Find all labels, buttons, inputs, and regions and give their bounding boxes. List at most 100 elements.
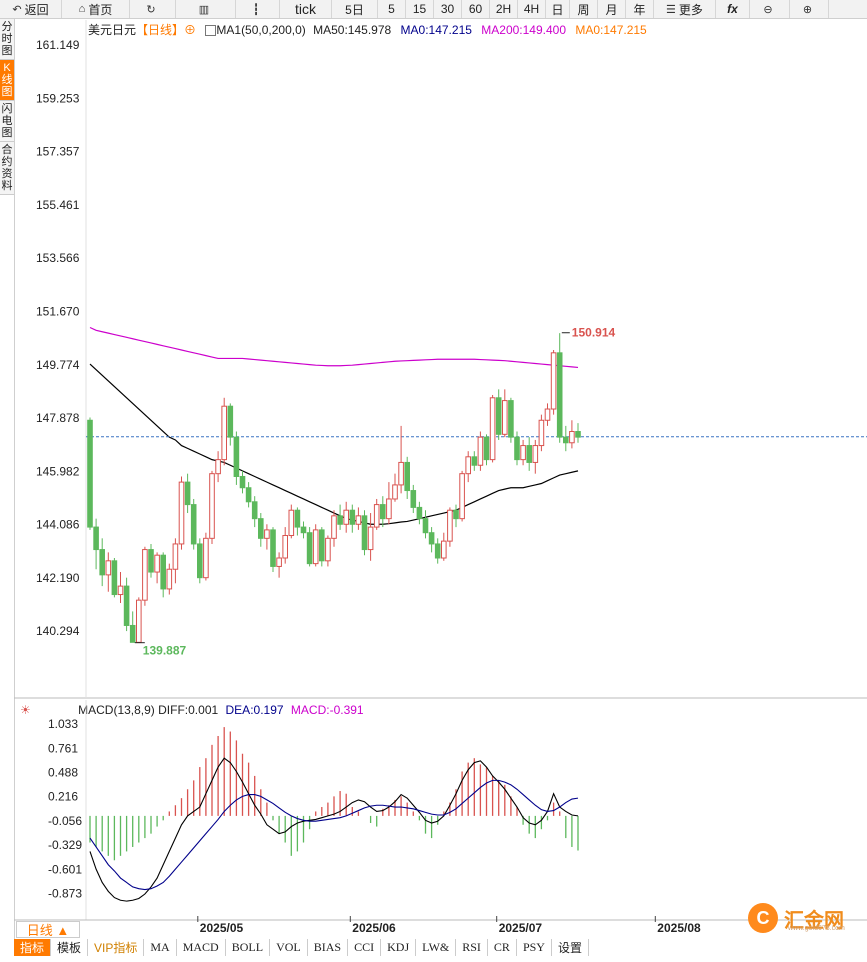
price-tick-label: 149.774 [36,358,80,372]
candle-body [245,487,252,503]
indicator-tab-9[interactable]: KDJ [381,939,417,956]
bar-chart-icon: ▥ [198,3,210,16]
toolbar-button-17[interactable]: ☰ 更多 [654,0,716,18]
toolbar-button-20[interactable]: ⊕ [790,0,829,18]
macd-tick-label: -0.056 [48,814,82,828]
indicator-name: MA1(50,0,200,0) [216,23,306,37]
toolbar-button-15[interactable]: 月 [598,0,626,18]
side-tab-2[interactable]: 闪电图 [0,101,14,142]
candle-body [282,535,288,559]
toolbar-label: 更多 [678,2,703,17]
macd-macd: MACD:-0.391 [290,703,364,717]
toolbar-label: 返回 [24,2,49,17]
toolbar-button-4[interactable]: ┇ [236,0,280,18]
toolbar-label: 月 [605,2,618,17]
indicator-tab-6[interactable]: VOL [270,939,308,956]
candle-body [227,405,234,438]
candle-body [178,481,185,545]
price-tick-label: 159.253 [36,91,80,105]
indicator-tabs: 指标 模板 VIP指标 MA MACD BOLL VOL BIAS CCI KDJ LW& RSI CR… [14,939,589,956]
indicator-tab-14[interactable]: 设置 [551,939,589,956]
refresh-icon: ↻ [146,3,156,16]
candle-body [556,352,563,438]
toolbar-label: 5日 [345,2,364,17]
candle-body [416,506,423,520]
indicator-tab-12[interactable]: CR [487,939,517,956]
macd-tick-label: 0.761 [48,741,78,755]
candle-body [526,445,533,463]
price-tick-label: 161.149 [36,38,80,52]
period-button[interactable]: 日线 ▲ [16,921,80,938]
toolbar-button-7[interactable]: 5 [378,0,406,18]
candle-body [251,501,258,520]
macd-legend: ☀ MACD(13,8,9) DIFF:0.001 DEA:0.197 MACD… [20,703,364,717]
period-label: 【日线】 [136,23,185,37]
macd-settings-icon[interactable]: ☀ [20,703,31,717]
indicator-tab-1[interactable]: 模板 [51,939,89,956]
candle-body [502,400,508,435]
candle-body [367,526,374,551]
price-tick-label: 153.566 [36,251,80,265]
toolbar-button-19[interactable]: ⊖ [750,0,790,18]
candle-body [203,537,209,579]
candle-body [136,599,142,643]
indicator-tab-5[interactable]: BOLL [225,939,271,956]
toolbar-button-18[interactable]: fx [716,0,750,18]
indicator-tab-10[interactable]: LW& [416,939,457,956]
candle-body [258,518,264,539]
toolbar-button-13[interactable]: 日 [546,0,570,18]
toolbar-label: 首页 [88,2,113,17]
divider [14,19,15,939]
indicator-tab-13[interactable]: PSY [516,939,552,956]
toolbar-button-2[interactable]: ↻ [130,0,176,18]
side-tab-3[interactable]: 合约资料 [0,142,14,195]
candle-body [87,419,93,528]
date-label: 2025/08 [657,921,701,935]
candle-body [538,419,545,447]
toolbar-button-12[interactable]: 4H [518,0,546,18]
macd-diff-line [89,757,579,902]
indicator-settings-icon[interactable] [205,25,217,37]
toolbar-button-3[interactable]: ▥ [176,0,236,18]
toolbar-button-14[interactable]: 周 [570,0,598,18]
candle-body [312,529,319,565]
indicator-tab-8[interactable]: CCI [348,939,382,956]
candle-body [93,526,99,551]
toolbar-button-0[interactable]: ↶ 返回 [0,0,62,18]
candle-body [154,554,160,573]
toolbar-button-5[interactable]: tick [280,0,332,18]
indicator-tab-4[interactable]: MACD [176,939,226,956]
candle-body [99,549,106,576]
candle-body [172,543,179,570]
toolbar-button-10[interactable]: 60 [462,0,490,18]
toolbar: ↶ 返回 ⌂ 首页 ↻ ▥ ┇ tick 5日 5 15 30 60 2H 4H 日周月年 ☰ 更多 fx ⊖ ⊕ [0,0,867,19]
macd-dea: DEA:0.197 [225,703,284,717]
price-tick-label: 140.294 [36,624,80,638]
candle-body [471,456,478,466]
side-tab-1[interactable]: K线图 [0,60,14,101]
toolbar-button-16[interactable]: 年 [626,0,654,18]
indicator-tab-2[interactable]: VIP指标 [88,939,145,956]
indicator-tab-7[interactable]: BIAS [307,939,349,956]
toolbar-button-11[interactable]: 2H [490,0,518,18]
candle-body [209,473,215,539]
add-indicator-icon[interactable]: ⊕ [184,23,197,37]
macd-tick-label: -0.329 [48,838,82,852]
indicator-tab-0[interactable]: 指标 [14,939,52,956]
candle-body [288,509,295,537]
toolbar-button-9[interactable]: 30 [434,0,462,18]
toolbar-label: tick [295,1,316,17]
toolbar-button-1[interactable]: ⌂ 首页 [62,0,130,18]
indicator-tab-11[interactable]: RSI [456,939,488,956]
macd-name: MACD(13,8,9) [78,703,155,717]
low-label: 139.887 [143,644,187,658]
date-label: 2025/06 [352,921,396,935]
side-tab-0[interactable]: 分时图 [0,19,14,60]
date-label: 2025/07 [499,921,543,935]
candle-body [264,529,270,539]
toolbar-button-6[interactable]: 5日 [332,0,378,18]
toolbar-button-8[interactable]: 15 [406,0,434,18]
indicator-tab-3[interactable]: MA [144,939,177,956]
candle-body [361,515,368,551]
